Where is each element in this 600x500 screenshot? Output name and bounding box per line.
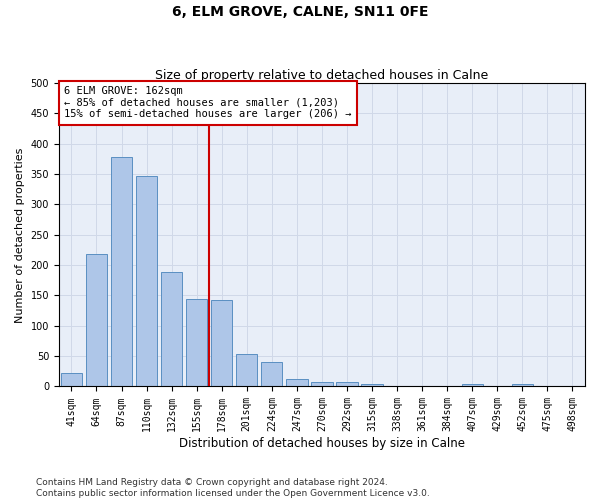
Bar xyxy=(512,384,533,386)
Bar xyxy=(337,382,358,386)
Bar xyxy=(286,379,308,386)
Bar xyxy=(361,384,383,386)
Bar xyxy=(186,298,208,386)
Bar xyxy=(211,300,232,386)
Bar xyxy=(111,157,132,386)
Bar xyxy=(311,382,332,386)
Y-axis label: Number of detached properties: Number of detached properties xyxy=(15,147,25,322)
Text: 6, ELM GROVE, CALNE, SN11 0FE: 6, ELM GROVE, CALNE, SN11 0FE xyxy=(172,5,428,19)
Text: Contains HM Land Registry data © Crown copyright and database right 2024.
Contai: Contains HM Land Registry data © Crown c… xyxy=(36,478,430,498)
Bar xyxy=(236,354,257,386)
Text: 6 ELM GROVE: 162sqm
← 85% of detached houses are smaller (1,203)
15% of semi-det: 6 ELM GROVE: 162sqm ← 85% of detached ho… xyxy=(64,86,352,120)
Bar xyxy=(461,384,483,386)
Title: Size of property relative to detached houses in Calne: Size of property relative to detached ho… xyxy=(155,69,488,82)
Bar xyxy=(86,254,107,386)
Bar xyxy=(261,362,283,386)
Bar xyxy=(61,373,82,386)
X-axis label: Distribution of detached houses by size in Calne: Distribution of detached houses by size … xyxy=(179,437,465,450)
Bar xyxy=(161,272,182,386)
Bar xyxy=(136,176,157,386)
